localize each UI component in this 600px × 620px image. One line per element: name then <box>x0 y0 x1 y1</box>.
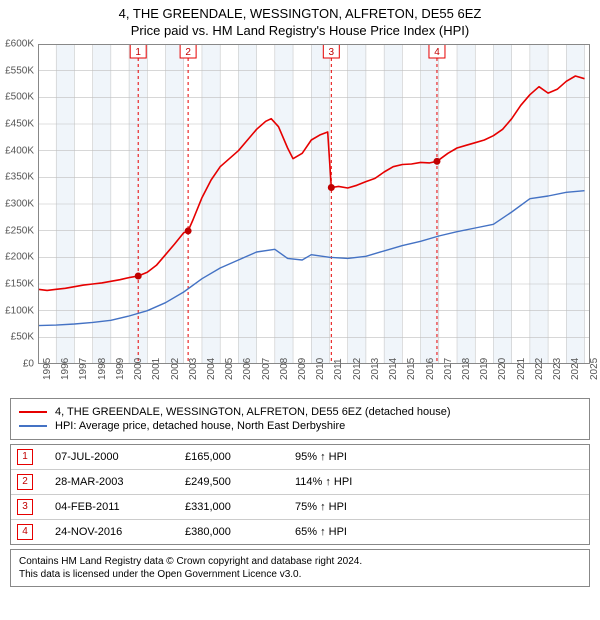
transaction-price: £380,000 <box>185 526 295 538</box>
table-row: 4 24-NOV-2016£380,00065% ↑ HPI <box>11 520 589 544</box>
x-tick-label: 2022 <box>534 358 545 380</box>
page-title: 4, THE GREENDALE, WESSINGTON, ALFRETON, … <box>0 6 600 23</box>
x-tick-label: 2020 <box>497 358 508 380</box>
svg-text:1: 1 <box>135 47 141 58</box>
x-tick-label: 2019 <box>479 358 490 380</box>
page-subtitle: Price paid vs. HM Land Registry's House … <box>0 23 600 38</box>
transaction-date: 07-JUL-2000 <box>55 451 185 463</box>
y-tick-label: £500K <box>5 92 34 103</box>
y-tick-label: £400K <box>5 145 34 156</box>
transaction-marker: 1 <box>17 449 33 465</box>
y-tick-label: £550K <box>5 65 34 76</box>
table-row: 1 07-JUL-2000£165,00095% ↑ HPI <box>11 445 589 470</box>
transaction-marker: 2 <box>17 474 33 490</box>
y-tick-label: £100K <box>5 305 34 316</box>
transaction-marker: 4 <box>17 524 33 540</box>
table-row: 3 04-FEB-2011£331,00075% ↑ HPI <box>11 495 589 520</box>
legend: 4, THE GREENDALE, WESSINGTON, ALFRETON, … <box>10 398 590 440</box>
y-tick-label: £200K <box>5 252 34 263</box>
svg-text:4: 4 <box>434 47 440 58</box>
legend-label: HPI: Average price, detached house, Nort… <box>55 420 345 432</box>
x-tick-label: 2001 <box>151 358 162 380</box>
x-tick-label: 2009 <box>297 358 308 380</box>
x-tick-label: 2012 <box>352 358 363 380</box>
x-tick-label: 2014 <box>388 358 399 380</box>
transactions-table: 1 07-JUL-2000£165,00095% ↑ HPI 2 28-MAR-200… <box>10 444 590 545</box>
x-tick-label: 1998 <box>97 358 108 380</box>
y-tick-label: £150K <box>5 278 34 289</box>
x-tick-label: 2018 <box>461 358 472 380</box>
x-tick-label: 1996 <box>60 358 71 380</box>
license-notice: Contains HM Land Registry data © Crown c… <box>10 549 590 587</box>
x-tick-label: 1999 <box>115 358 126 380</box>
legend-swatch <box>19 425 47 427</box>
svg-text:3: 3 <box>329 47 335 58</box>
y-tick-label: £600K <box>5 38 34 49</box>
table-row: 2 28-MAR-2003£249,500114% ↑ HPI <box>11 470 589 495</box>
transaction-pct: 75% ↑ HPI <box>295 501 395 513</box>
transaction-marker: 3 <box>17 499 33 515</box>
x-tick-label: 2017 <box>443 358 454 380</box>
transaction-date: 04-FEB-2011 <box>55 501 185 513</box>
legend-row: 4, THE GREENDALE, WESSINGTON, ALFRETON, … <box>19 406 581 418</box>
x-tick-label: 2011 <box>333 358 344 380</box>
y-tick-label: £0 <box>23 358 34 369</box>
x-tick-label: 2005 <box>224 358 235 380</box>
transaction-date: 28-MAR-2003 <box>55 476 185 488</box>
x-tick-label: 2021 <box>516 358 527 380</box>
x-tick-label: 2024 <box>570 358 581 380</box>
x-tick-label: 2007 <box>261 358 272 380</box>
x-tick-label: 2008 <box>279 358 290 380</box>
price-chart: £0£50K£100K£150K£200K£250K£300K£350K£400… <box>38 44 590 364</box>
x-tick-label: 2006 <box>242 358 253 380</box>
transaction-pct: 65% ↑ HPI <box>295 526 395 538</box>
svg-text:2: 2 <box>185 47 191 58</box>
x-tick-label: 2016 <box>425 358 436 380</box>
license-line: This data is licensed under the Open Gov… <box>19 568 581 581</box>
transaction-date: 24-NOV-2016 <box>55 526 185 538</box>
transaction-price: £331,000 <box>185 501 295 513</box>
transaction-pct: 114% ↑ HPI <box>295 476 395 488</box>
x-tick-label: 2010 <box>315 358 326 380</box>
x-tick-label: 2002 <box>170 358 181 380</box>
x-tick-label: 2004 <box>206 358 217 380</box>
y-tick-label: £300K <box>5 198 34 209</box>
transaction-pct: 95% ↑ HPI <box>295 451 395 463</box>
x-tick-label: 2003 <box>188 358 199 380</box>
x-tick-label: 1995 <box>42 358 53 380</box>
license-line: Contains HM Land Registry data © Crown c… <box>19 555 581 568</box>
x-tick-label: 2025 <box>589 358 600 380</box>
transaction-price: £165,000 <box>185 451 295 463</box>
legend-swatch <box>19 411 47 413</box>
y-tick-label: £350K <box>5 172 34 183</box>
legend-row: HPI: Average price, detached house, Nort… <box>19 420 581 432</box>
x-tick-label: 2013 <box>370 358 381 380</box>
x-tick-label: 2023 <box>552 358 563 380</box>
y-tick-label: £50K <box>11 332 34 343</box>
x-tick-label: 2000 <box>133 358 144 380</box>
y-tick-label: £450K <box>5 118 34 129</box>
y-tick-label: £250K <box>5 225 34 236</box>
legend-label: 4, THE GREENDALE, WESSINGTON, ALFRETON, … <box>55 406 451 418</box>
x-tick-label: 2015 <box>406 358 417 380</box>
x-tick-label: 1997 <box>78 358 89 380</box>
transaction-price: £249,500 <box>185 476 295 488</box>
